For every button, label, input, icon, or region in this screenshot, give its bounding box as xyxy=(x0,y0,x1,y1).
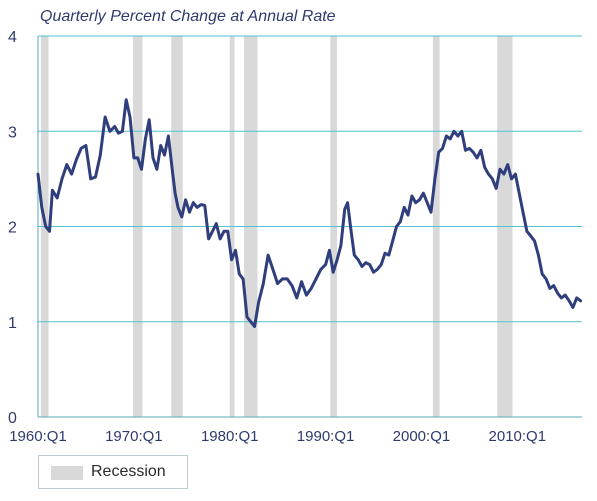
y-tick-label-1: 1 xyxy=(8,315,17,332)
x-tick-label-3: 1980:Q1 xyxy=(201,428,259,445)
y-tick-label-0: 0 xyxy=(8,410,17,427)
axes xyxy=(37,36,582,418)
y-tick-label-3: 3 xyxy=(8,124,17,141)
y-tick-labels: 0 1 2 3 4 xyxy=(8,29,17,427)
y-tick-label-2: 2 xyxy=(8,220,17,237)
y-tick-label-4: 4 xyxy=(8,29,17,46)
x-tick-labels: 1960:Q1 1970:Q1 1980:Q1 1990:Q1 2000:Q1 2010:… xyxy=(9,428,546,445)
x-tick-label-6: 2010:Q1 xyxy=(489,428,547,445)
gridlines xyxy=(38,35,582,323)
series-line-1 xyxy=(36,98,583,328)
chart-title: Quarterly Percent Change at Annual Rate xyxy=(40,8,336,25)
x-tick-label-2: 1970:Q1 xyxy=(105,428,163,445)
x-tick-label-5: 2000:Q1 xyxy=(393,428,451,445)
legend-swatch-recession xyxy=(51,466,83,480)
series-lines xyxy=(36,98,583,328)
x-tick-label-1: 1960:Q1 xyxy=(9,428,67,445)
x-tick-label-4: 1990:Q1 xyxy=(297,428,355,445)
legend-label-recession: Recession xyxy=(91,463,166,480)
legend: Recession xyxy=(38,455,188,489)
